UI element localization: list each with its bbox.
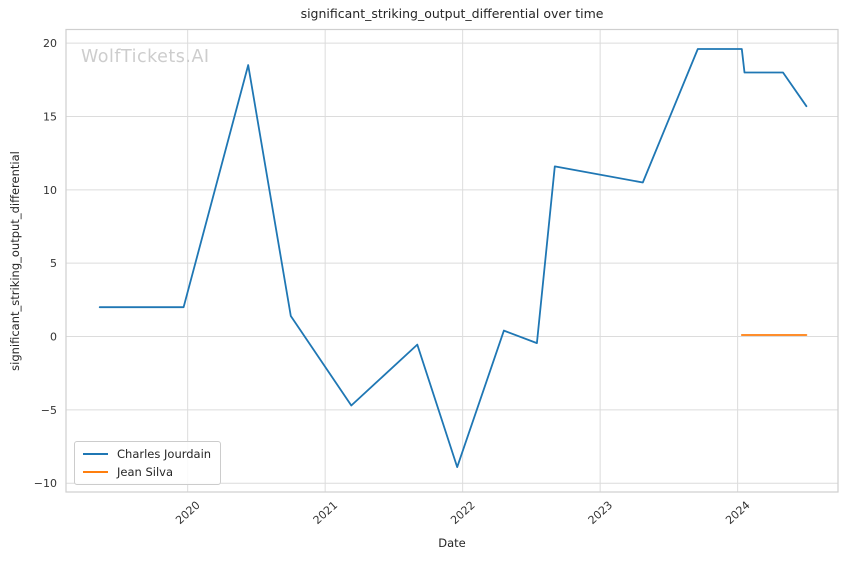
chart-title: significant_striking_output_differential… <box>300 6 604 21</box>
legend-label-jean-silva: Jean Silva <box>117 465 174 479</box>
x-tick-label: 2022 <box>448 499 478 527</box>
series-line-charles-jourdain <box>98 48 808 469</box>
y-tick-label: 0 <box>50 331 57 344</box>
x-tick-label: 2021 <box>311 499 341 527</box>
legend-item-charles-jourdain: Charles Jourdain <box>83 447 211 461</box>
legend-swatch-jean-silva <box>83 470 108 474</box>
plot-frame <box>65 28 839 493</box>
y-tick-label: 15 <box>43 110 57 123</box>
legend-swatch-charles-jourdain <box>83 452 108 456</box>
x-tick-label: 2024 <box>723 499 753 527</box>
legend-label-charles-jourdain: Charles Jourdain <box>117 447 212 461</box>
y-tick-label: 10 <box>43 184 57 197</box>
legend-item-jean-silva: Jean Silva <box>83 465 211 479</box>
x-tick-label: 2020 <box>173 499 203 527</box>
y-tick-label: 20 <box>43 37 57 50</box>
watermark: WolfTickets.AI <box>81 47 210 67</box>
y-tick-label: −10 <box>34 477 57 490</box>
legend: Charles Jourdain Jean Silva <box>74 441 222 485</box>
y-axis-label: significant_striking_output_differential <box>8 151 22 371</box>
y-tick-label: −5 <box>41 404 57 417</box>
x-axis-label: Date <box>438 536 466 550</box>
y-tick-label: 5 <box>50 257 57 270</box>
x-tick-label: 2023 <box>586 499 616 527</box>
